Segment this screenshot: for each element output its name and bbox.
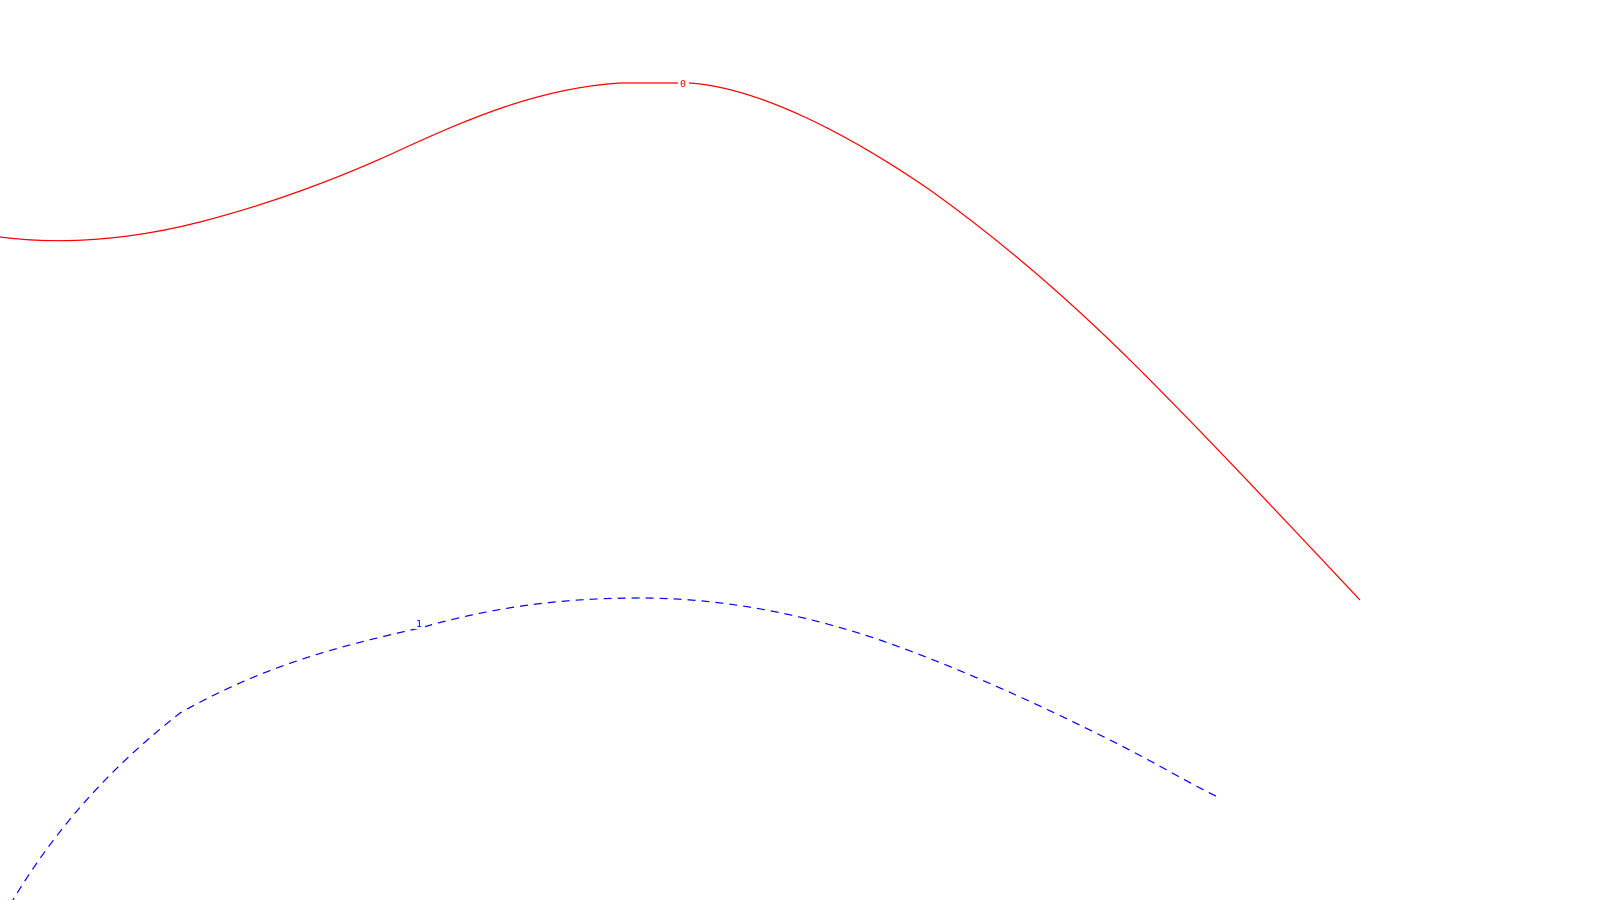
curve-1-label-bg: [414, 617, 425, 629]
curve-0-label: 0: [680, 79, 686, 90]
curve-0-label-bg: [678, 77, 689, 89]
curve-0-line: [0, 82, 1361, 601]
curve-1-line: [12, 597, 1221, 900]
curve-1-label: 1: [416, 619, 422, 630]
